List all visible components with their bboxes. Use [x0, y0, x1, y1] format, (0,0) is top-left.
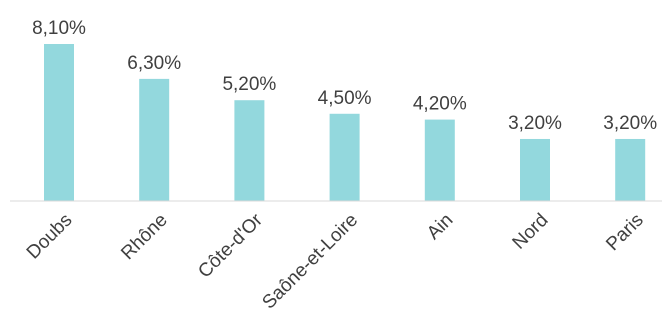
data-label-0: 8,10%	[32, 18, 86, 39]
category-label-5: Nord	[509, 210, 553, 254]
data-label-2: 5,20%	[222, 74, 276, 95]
data-labels-group: 8,10% 6,30% 5,20% 4,50% 4,20% 3,20% 3,20%	[32, 18, 657, 134]
bar-2	[234, 100, 265, 201]
bar-3	[329, 113, 360, 201]
data-label-3: 4,50%	[318, 88, 372, 109]
bar-0	[44, 44, 74, 201]
data-label-5: 3,20%	[508, 113, 562, 134]
category-label-0: Doubs	[23, 210, 77, 264]
data-label-6: 3,20%	[603, 113, 657, 134]
category-label-3: Saône-et-Loire	[258, 210, 362, 314]
data-label-1: 6,30%	[127, 53, 181, 74]
category-label-1: Rhône	[117, 210, 171, 264]
category-label-4: Ain	[423, 210, 457, 244]
bar-6	[615, 138, 646, 201]
category-label-2: Côte-d'Or	[194, 209, 267, 282]
bar-4	[424, 119, 455, 201]
data-label-4: 4,20%	[413, 94, 467, 115]
bars-group	[44, 44, 646, 201]
bar-1	[139, 78, 170, 201]
category-label-6: Paris	[602, 210, 647, 255]
bar-5	[520, 138, 550, 201]
